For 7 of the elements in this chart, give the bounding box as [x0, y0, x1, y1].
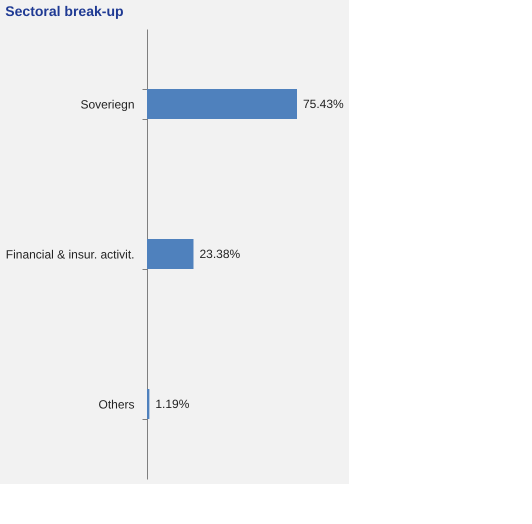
chart-title: Sectoral break-up — [5, 3, 124, 19]
y-tick-label: Soveriegn — [80, 98, 134, 112]
y-tick-label: Others — [98, 398, 134, 412]
data-label: 23.38% — [199, 247, 241, 261]
y-tick-label: Financial & insur. activit. — [6, 248, 134, 262]
data-label: 75.43% — [303, 97, 344, 111]
data-label: 1.19% — [155, 397, 190, 411]
